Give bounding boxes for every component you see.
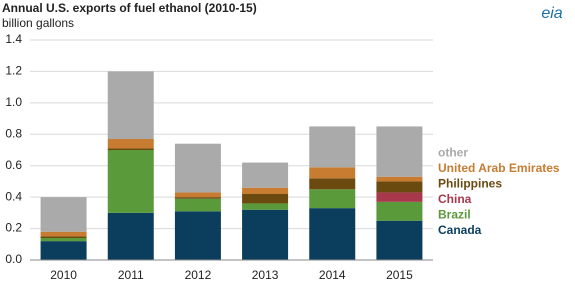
bar-segment	[376, 176, 423, 182]
bar-segment	[40, 241, 87, 260]
bar-segment	[174, 197, 221, 199]
legend-label: Canada	[438, 223, 482, 237]
bar-segment	[242, 162, 289, 188]
bar-segment	[376, 201, 423, 221]
legend-label: China	[438, 192, 472, 206]
bar-segment	[174, 143, 221, 193]
bar-segment	[174, 198, 221, 212]
y-tick-label: 0.0	[5, 252, 22, 266]
bar-segment	[376, 126, 423, 177]
y-tick-label: 1.4	[5, 32, 22, 46]
bar-segment	[242, 194, 289, 204]
bar-segment	[174, 211, 221, 260]
legend-label: Philippines	[438, 177, 502, 191]
y-tick-label: 0.4	[5, 189, 22, 203]
chart-subtitle: billion gallons	[2, 16, 74, 30]
legend-label: United Arab Emirates	[438, 161, 560, 175]
bar-segment	[40, 197, 87, 232]
bar-segment	[40, 231, 87, 237]
y-tick-label: 0.6	[5, 158, 22, 172]
y-tick-label: 1.2	[5, 64, 22, 78]
bar-segment	[40, 238, 87, 242]
bar-segment	[309, 167, 356, 179]
y-tick-label: 0.8	[5, 126, 22, 140]
bar-segment	[376, 220, 423, 260]
chart-title: Annual U.S. exports of fuel ethanol (201…	[2, 1, 257, 15]
x-tick-label: 2011	[118, 268, 144, 282]
bar-segment	[107, 148, 154, 150]
bar-segment	[40, 236, 87, 238]
bar-segment	[242, 187, 289, 194]
y-tick-label: 1.0	[5, 95, 22, 109]
bar-segment	[376, 192, 423, 202]
x-tick-label: 2014	[319, 268, 346, 282]
bar-segment	[242, 209, 289, 260]
x-tick-label: 2010	[50, 268, 77, 282]
bar-segment	[309, 208, 356, 260]
bar-segment	[174, 192, 221, 198]
x-tick-label: 2013	[252, 268, 279, 282]
bar-segment	[107, 212, 154, 260]
bar-segment	[107, 150, 154, 213]
x-tick-label: 2015	[386, 268, 413, 282]
bar-segment	[107, 139, 154, 149]
x-tick-label: 2012	[185, 268, 212, 282]
bar-segment	[376, 181, 423, 193]
bar-segment	[107, 71, 154, 139]
bar-segment	[309, 178, 356, 190]
bar-segment	[242, 203, 289, 210]
legend-label: Brazil	[438, 208, 471, 222]
y-tick-label: 0.2	[5, 221, 22, 235]
logo: eia	[541, 5, 562, 22]
bar-segment	[309, 126, 356, 168]
bar-segment	[309, 189, 356, 209]
legend-label: other	[438, 146, 468, 160]
